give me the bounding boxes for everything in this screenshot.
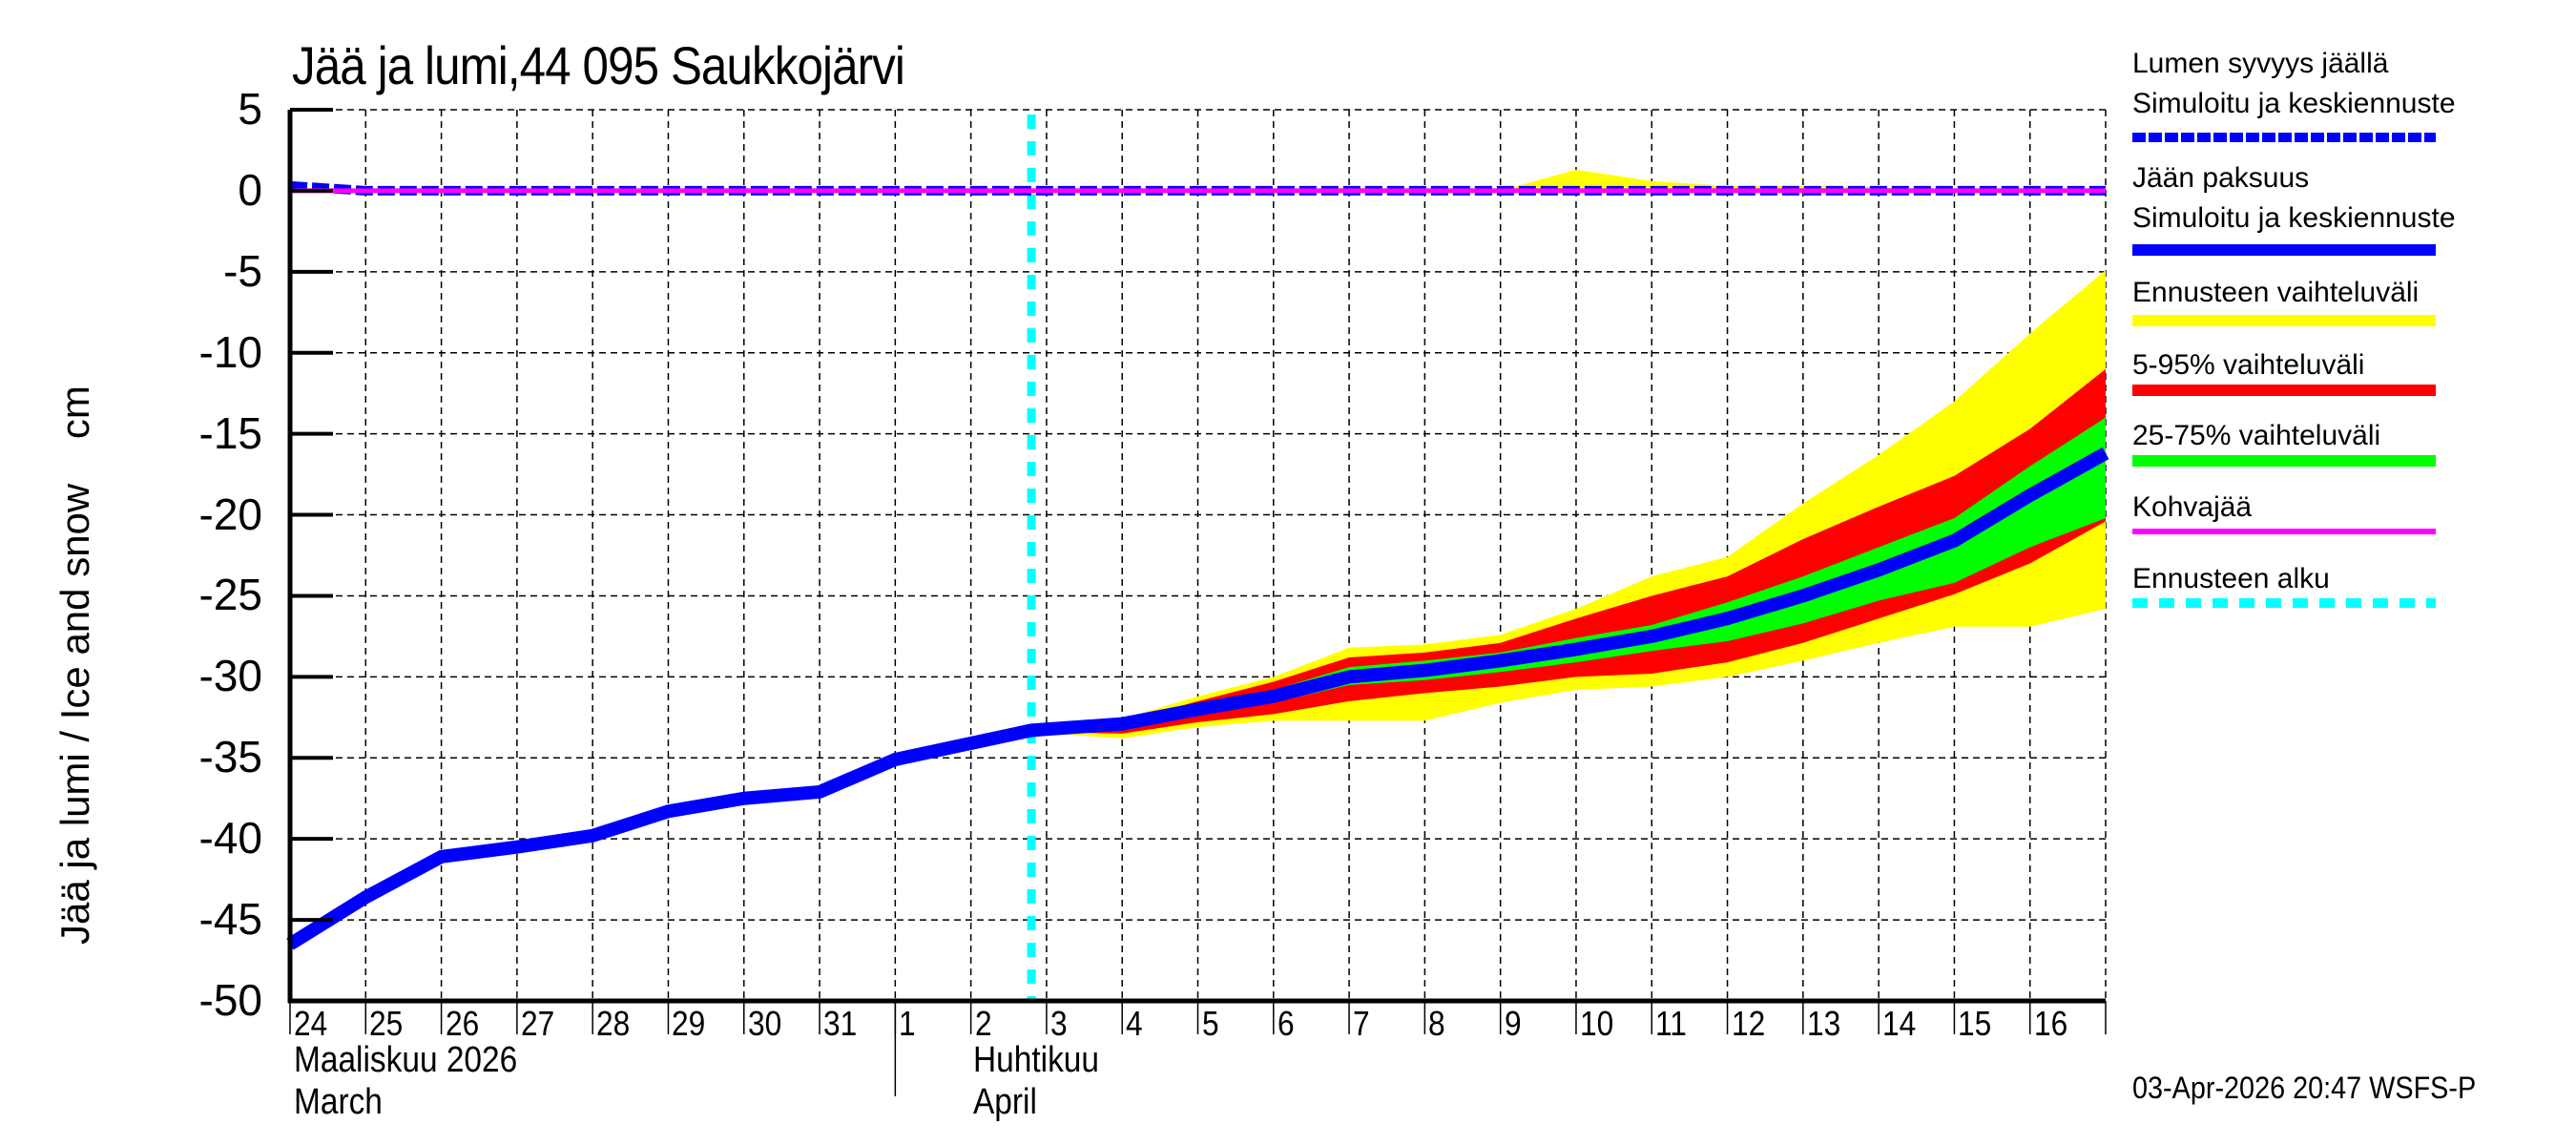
y-tick-label: -50 [198, 975, 262, 1025]
y-tick-label: -20 [198, 489, 262, 539]
legend-forecast-start-swatch [2132, 598, 2436, 608]
plot-frame [287, 108, 2107, 1096]
y-tick-label: -45 [198, 894, 262, 945]
x-tick-label: 6 [1277, 1004, 1295, 1043]
y-tick-label: 5 [238, 84, 262, 134]
x-tick-label: 10 [1579, 1004, 1614, 1043]
x-tick-label: 29 [672, 1004, 706, 1043]
legend-5-95-swatch [2132, 385, 2436, 396]
x-tick-label: 8 [1428, 1004, 1446, 1043]
x-tick-label: 11 [1655, 1004, 1688, 1043]
chart-title: Jää ja lumi,44 095 Saukkojärvi [292, 35, 905, 95]
x-tick-label: 13 [1806, 1004, 1841, 1043]
legend-25-75-swatch [2132, 455, 2436, 467]
month-label-april-en: April [973, 1082, 1037, 1122]
x-tick-label: 24 [294, 1004, 328, 1043]
legend-snow-subtitle: Simuloitu ja keskiennuste [2132, 88, 2456, 119]
legend-forecast-range-swatch [2132, 315, 2436, 326]
grid-lines [290, 109, 2107, 1001]
legend-forecast-range-label: Ennusteen vaihteluväli [2132, 277, 2420, 308]
legend-25-75-label: 25-75% vaihteluväli [2132, 420, 2381, 451]
timestamp-footer: 03-Apr-2026 20:47 WSFS-P [2132, 1071, 2477, 1105]
x-tick-label: 26 [445, 1004, 479, 1043]
legend-slush-ice-swatch [2132, 529, 2436, 534]
x-tick-label: 4 [1126, 1004, 1143, 1043]
x-tick-label: 5 [1201, 1004, 1219, 1043]
x-tick-label: 2 [974, 1004, 992, 1043]
y-tick-label: -40 [198, 813, 262, 864]
x-tick-label: 27 [520, 1004, 555, 1043]
x-tick-label: 12 [1731, 1004, 1765, 1043]
y-tick-label: -15 [198, 407, 262, 458]
month-label-march-en: March [294, 1082, 383, 1122]
y-tick-label: -5 [223, 245, 262, 296]
x-tick-label: 3 [1049, 1004, 1068, 1043]
forecast-bands [1031, 169, 2106, 739]
x-tick-label: 15 [1958, 1004, 1992, 1043]
x-tick-label: 31 [823, 1004, 858, 1043]
y-tick-label: 0 [238, 164, 262, 215]
x-tick-label: 9 [1504, 1004, 1522, 1043]
legend-snow-title: Lumen syvyys jäällä [2132, 48, 2389, 79]
legend-forecast-start-label: Ennusteen alku [2132, 563, 2330, 594]
y-tick-label: -10 [198, 326, 262, 377]
x-tick-label: 30 [747, 1004, 781, 1043]
y-tick-label: -30 [198, 651, 262, 701]
legend-ice-title: Jään paksuus [2132, 162, 2310, 194]
y-axis-label: Jää ja lumi / Ice and snow cm [52, 385, 97, 945]
x-tick-label: 7 [1353, 1004, 1370, 1043]
x-tick-label: 28 [596, 1004, 631, 1043]
y-tick-label: -35 [198, 732, 262, 782]
month-label-april-fi: Huhtikuu [973, 1040, 1099, 1080]
x-tick-label: 16 [2033, 1004, 2067, 1043]
data-lines [286, 114, 2109, 1001]
x-tick-label: 14 [1882, 1004, 1917, 1043]
legend-ice-subtitle: Simuloitu ja keskiennuste [2132, 202, 2456, 234]
legend-5-95-label: 5-95% vaihteluväli [2132, 349, 2365, 381]
legend-ice-swatch [2132, 244, 2436, 256]
legend-slush-ice-label: Kohvajää [2132, 491, 2253, 523]
x-tick-label: 25 [369, 1004, 404, 1043]
x-tick-label: 1 [899, 1004, 916, 1043]
y-tick-label: -25 [198, 570, 262, 620]
month-label-march-fi: Maaliskuu 2026 [294, 1040, 518, 1080]
legend-snow-swatch [2132, 133, 2436, 142]
